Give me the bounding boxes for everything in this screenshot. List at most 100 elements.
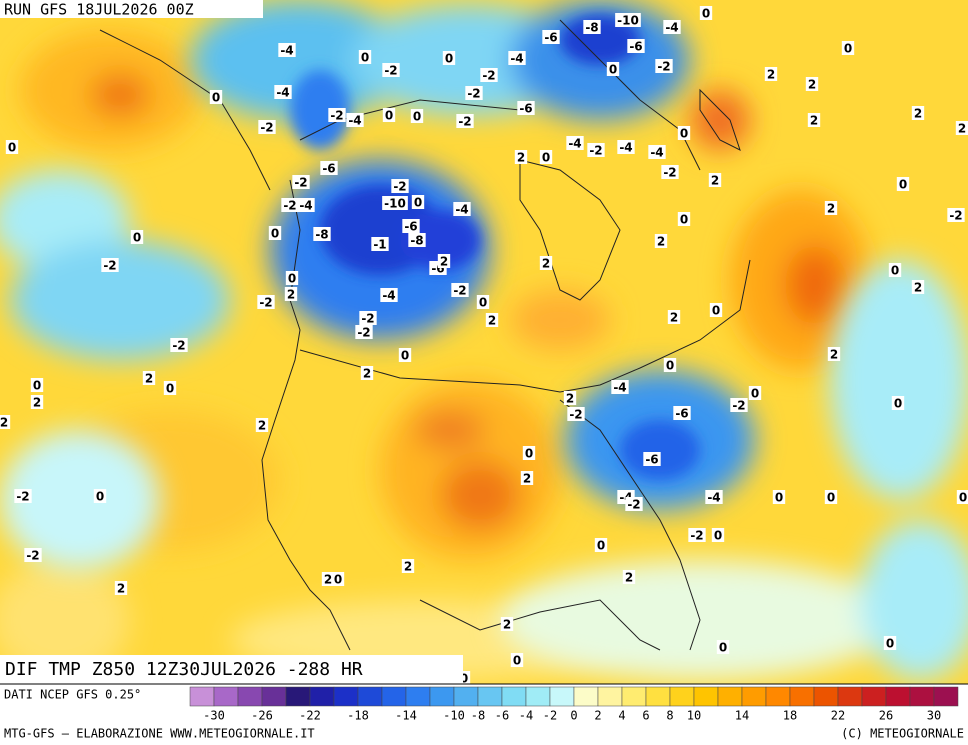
contour-label-box [130,230,144,244]
contour-label-text: -6 [322,162,335,176]
field-title-box [0,655,463,684]
contour-label: 2 [0,415,11,430]
contour-label: 0 [30,378,44,393]
contour-label-text: 2 [827,202,835,216]
contour-label-box [716,640,730,654]
contour-label-text: 2 [810,114,818,128]
contour-label-text: 2 [523,472,531,486]
contour-label-box [563,391,577,405]
contour-label-text: 0 [414,196,422,210]
contour-label-box [888,263,902,277]
contour-label-box [827,347,841,361]
contour-label-box [539,150,553,164]
contour-label-box [451,283,469,297]
contour-label: -2 [730,398,748,413]
contour-label-text: 0 [719,641,727,655]
contour-label: 2 [824,201,838,216]
contour-label-box [567,407,585,421]
contour-label-box [677,126,691,140]
colorbar-cell [237,686,263,707]
contour-label: 0 [883,636,897,651]
contour-label: 0 [130,230,144,245]
contour-label-text: -4 [348,114,361,128]
contour-label-text: 2 [287,288,295,302]
contour-label: 2 [142,371,156,386]
contour-label: -2 [451,283,469,298]
contour-label-box [673,406,691,420]
contour-label-text: 0 [751,387,759,401]
colorbar-cell [861,686,887,707]
contour-label: -2 [355,325,373,340]
contour-label-box [688,528,706,542]
contour-label-box [730,398,748,412]
contour-label-text: -10 [384,197,406,211]
contour-label-box [114,581,128,595]
contour-label-text: -2 [949,209,962,223]
contour-label-text: 0 [542,151,550,165]
contour-label-box [648,145,666,159]
contour-label: 2 [485,313,499,328]
contour-label-text: 0 [894,397,902,411]
contour-label-text: -4 [619,141,632,155]
contour-labels: -4 0-200 -4-20-2 -4 0 0 -2-2-2-4-6-8 -10-6-400-… [0,6,968,684]
contour-label-box [711,528,725,542]
contour-label: 2 [955,121,968,136]
contour-label-box [402,219,420,233]
colorbar-label: -18 [347,709,369,723]
contour-label-box [14,489,32,503]
contour-label-box [209,90,223,104]
contour-label: -2 [24,548,42,563]
colorbar-label: 14 [735,709,749,723]
colorbar-cell [741,686,767,707]
colorbar-label: 30 [927,709,941,723]
contour-label: 2 [520,471,534,486]
contour-label: -10 [382,196,408,211]
contour-label-box [278,43,296,57]
contour-label-box [622,570,636,584]
contour-label-box [911,106,925,120]
contour-label: 2 [437,254,451,269]
contour-label-box [709,303,723,317]
contour-label-text: -2 [393,180,406,194]
contour-label-text: 0 [8,141,16,155]
contour-label-text: -2 [259,296,272,310]
contour-label: -2 [359,311,377,326]
contour-label-text: -2 [16,490,29,504]
colorbar-label: -30 [203,709,225,723]
contour-label-box [320,161,338,175]
colorbar-cell [621,686,647,707]
contour-label-box [268,226,282,240]
contour-label-text: 0 [288,272,296,286]
contour-label: 0 [841,41,855,56]
contour-label-box [824,201,838,215]
colorbar-cell [717,686,743,707]
contour-label-box [615,13,641,27]
contour-label-text: 2 [958,122,966,136]
contour-label-text: -4 [455,203,468,217]
contour-label: 0 [888,263,902,278]
contour-label-box [611,380,629,394]
contour-label-text: 0 [886,637,894,651]
contour-label: -4 [346,113,364,128]
contour-label-text: -2 [260,121,273,135]
contour-label-box [655,59,673,73]
contour-label-text: 2 [670,311,678,325]
contour-label-text: -2 [569,408,582,422]
contour-label-box [566,136,584,150]
contour-label: 0 [285,271,299,286]
contour-label-box [661,165,679,179]
contour-label-text: 0 [714,529,722,543]
contour-label-text: -8 [315,228,328,242]
contour-label-text: 0 [361,51,369,65]
contour-label: 2 [911,280,925,295]
contour-label-text: -8 [585,21,598,35]
contour-label: -2 [465,86,483,101]
contour-label-text: 0 [525,447,533,461]
colorbar-cell [885,686,911,707]
contour-label-text: -4 [650,146,663,160]
contour-label-text: 2 [117,582,125,596]
contour-label: 2 [563,391,577,406]
contour-label: -2 [391,179,409,194]
contour-label: 2 [807,113,821,128]
contour-label-text: -4 [665,21,678,35]
